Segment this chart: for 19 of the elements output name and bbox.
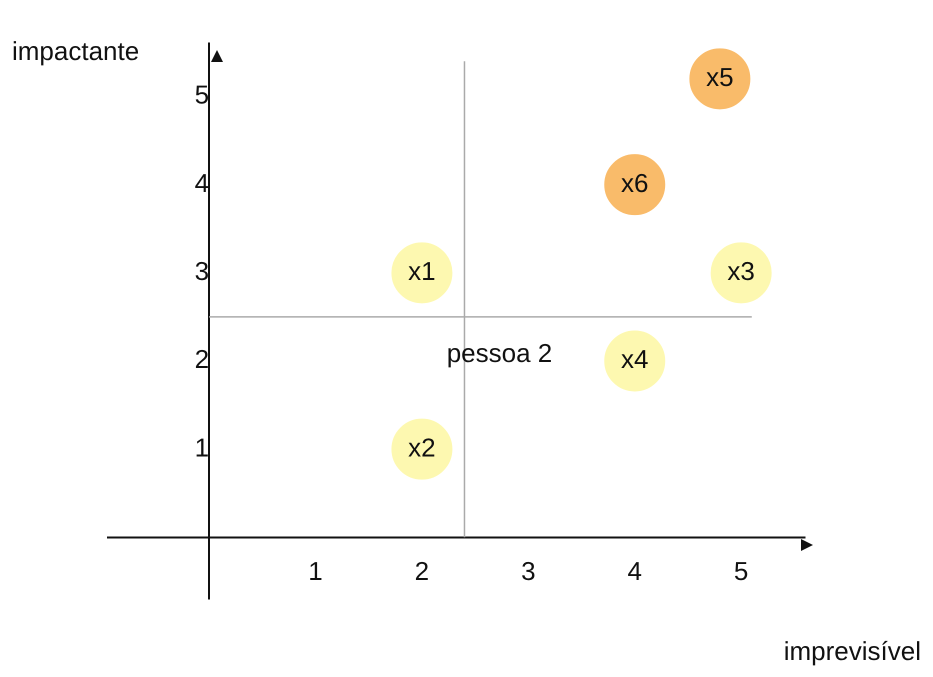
annotation: x2: [408, 432, 436, 462]
y-tick-label: 4: [194, 168, 210, 198]
y-axis-title: impactante: [12, 36, 140, 66]
y-tick-label: 1: [194, 432, 210, 462]
x-tick-label: 3: [521, 556, 536, 586]
y-tick-label: 2: [194, 344, 210, 374]
annotation: x4: [621, 344, 648, 374]
annotation: x5: [706, 62, 734, 92]
x-tick-label: 2: [414, 556, 430, 586]
annotation: x6: [621, 168, 648, 198]
y-tick-label: 5: [194, 80, 210, 110]
annotation: x3: [727, 256, 755, 286]
annotation: x1: [408, 256, 436, 286]
x-tick-label: 1: [308, 556, 323, 586]
x-axis-title: imprevisível: [784, 636, 921, 666]
x-tick-label: 5: [734, 556, 748, 586]
annotation: pessoa 2: [446, 338, 552, 368]
y-tick-label: 3: [194, 256, 210, 286]
x-tick-label: 4: [628, 556, 642, 586]
